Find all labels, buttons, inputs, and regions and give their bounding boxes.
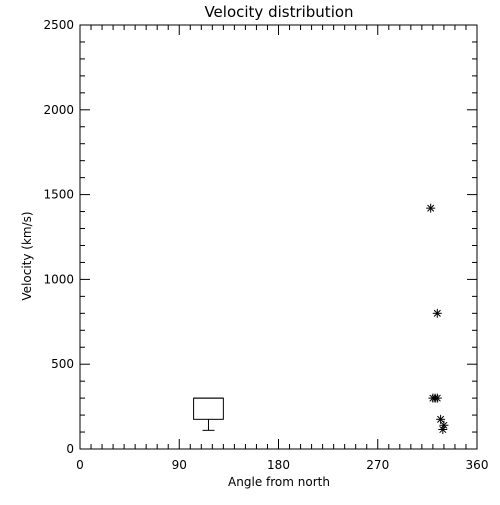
x-tick-label: 0 xyxy=(76,458,84,472)
asterisk-stroke xyxy=(427,204,435,212)
data-point xyxy=(432,393,442,403)
y-tick-label: 500 xyxy=(51,357,74,371)
plot-area: 0 90 180 270 360 0 500 1000 1500 2000 2500 xyxy=(43,18,488,472)
asterisk-stroke xyxy=(433,394,441,402)
x-tick-label: 180 xyxy=(267,458,290,472)
chart-title: Velocity distribution xyxy=(204,3,353,21)
x-tick-label: 270 xyxy=(366,458,389,472)
asterisk-stroke xyxy=(439,425,447,434)
data-point xyxy=(426,203,436,213)
box-body xyxy=(193,397,224,420)
y-tick-label: 2000 xyxy=(43,103,74,117)
y-tick-label: 1500 xyxy=(43,188,74,202)
x-tick-label: 90 xyxy=(172,458,187,472)
x-tick-label: 360 xyxy=(466,458,489,472)
asterisk-stroke xyxy=(433,309,441,317)
plot-frame xyxy=(79,24,478,450)
y-tick-label: 2500 xyxy=(43,18,74,32)
data-point xyxy=(439,420,449,430)
y-tick-label: 0 xyxy=(66,442,74,456)
asterisk-stroke xyxy=(437,415,445,423)
x-axis-label: Angle from north xyxy=(228,475,330,489)
asterisk-stroke xyxy=(440,421,448,429)
data-point xyxy=(432,308,442,318)
data-point xyxy=(438,424,448,434)
y-axis-label: Velocity (km/s) xyxy=(20,211,34,300)
y-tick-label: 1000 xyxy=(43,272,74,286)
